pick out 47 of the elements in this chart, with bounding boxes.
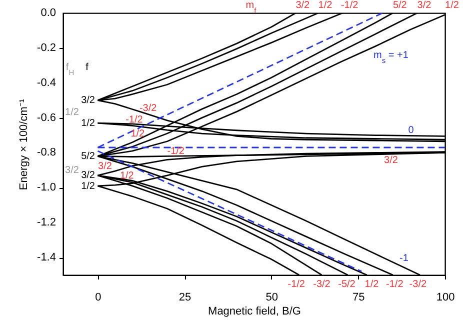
annotation: -1/2 [386, 279, 404, 290]
annotation: -3/2 [139, 103, 158, 114]
annotation: f$_{H}$ [66, 62, 74, 76]
y-tick-label: -0.6 [37, 112, 56, 124]
annotation: 1/2 [81, 181, 96, 192]
x-tick-label: 25 [178, 292, 192, 304]
annotation: -1/2 [167, 146, 185, 157]
annotation: 1/2 [318, 0, 333, 11]
annotation: 1/2 [81, 118, 96, 129]
annotation: 5/2 [81, 151, 96, 162]
y-tick-label: -0.8 [37, 146, 56, 159]
annotation: m$_{f}$ [246, 0, 258, 14]
annotation: 1/2 [65, 107, 80, 118]
annotation: 5/2 [392, 0, 408, 11]
y-tick-label: 0.0 [40, 7, 56, 19]
annotation: -1/2 [340, 0, 359, 11]
y-tick-label: -0.4 [37, 76, 56, 89]
x-axis-title: Magnetic field, B/G [208, 306, 301, 318]
annotation: 3/2 [81, 170, 96, 181]
annotation: f [86, 62, 89, 73]
x-tick-label: 0 [95, 292, 102, 304]
annotation: -3/2 [409, 279, 427, 290]
annotation: -3/2 [313, 279, 331, 290]
annotation: 1/2 [364, 279, 380, 290]
annotation: 1/2 [130, 128, 146, 140]
annotation: -5/2 [338, 279, 356, 290]
annotation: -1 [400, 253, 409, 264]
y-tick-label: -1.2 [37, 216, 56, 229]
annotation: 3/2 [417, 0, 432, 11]
y-axis-title: Energy × 100/cm⁻¹ [18, 98, 30, 190]
y-tick-label: -1.0 [37, 182, 56, 194]
y-tick-label: -0.2 [37, 42, 56, 54]
annotation: m$_{s}$ = +1 [374, 50, 409, 64]
annotation: 1/2 [120, 170, 134, 182]
y-tick-label: -1.4 [37, 252, 56, 264]
annotation: 1/2 [445, 0, 460, 11]
annotation: 0 [408, 125, 414, 136]
x-tick-label: 50 [266, 292, 278, 304]
annotation: -1/2 [126, 114, 144, 126]
annotation: 3/2 [81, 95, 96, 106]
annotation: 3/2 [296, 0, 310, 11]
x-tick-label: 100 [436, 292, 455, 304]
annotation: 3/2 [98, 161, 112, 172]
annotation: 3/2 [384, 155, 398, 166]
annotation: 3/2 [65, 165, 80, 176]
annotation: -1/2 [288, 279, 306, 290]
x-tick-label: 75 [352, 292, 365, 304]
